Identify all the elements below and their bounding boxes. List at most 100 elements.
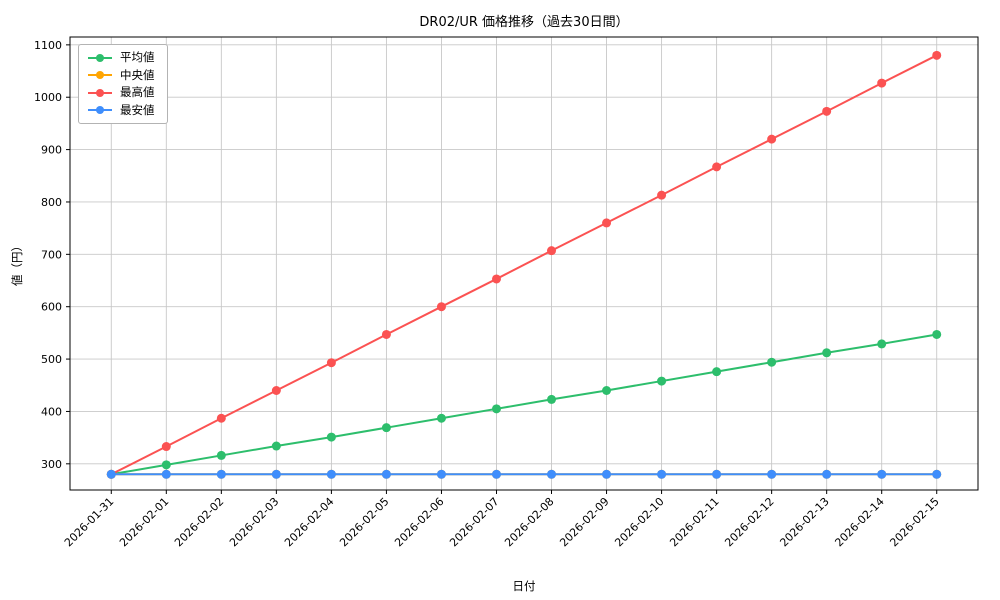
legend-dot-average (96, 53, 104, 62)
legend-marker-average (88, 53, 112, 62)
legend-item-median: 中央値 (88, 67, 155, 82)
x-axis-label: 日付 (512, 579, 536, 593)
legend-dot-median (96, 71, 104, 80)
series-average-marker (381, 423, 391, 433)
plot-background (70, 37, 978, 490)
series-max-marker (877, 78, 887, 88)
series-min-marker (106, 469, 116, 479)
series-average-marker (767, 357, 777, 367)
series-average-marker (491, 404, 501, 414)
legend: 平均値中央値最高値最安値 (78, 44, 168, 124)
tick-marks (66, 44, 938, 494)
svg-text:2026-02-14: 2026-02-14 (832, 495, 886, 549)
plot-border (69, 36, 979, 491)
series-average-marker (547, 394, 557, 404)
series-min-marker (216, 469, 226, 479)
series-average-marker (932, 329, 942, 339)
svg-text:700: 700 (41, 248, 62, 261)
series-average-marker (326, 432, 336, 442)
legend-item-min: 最安値 (88, 102, 155, 117)
series-min-marker (271, 469, 281, 479)
series-min-marker (657, 469, 667, 479)
svg-text:2026-02-15: 2026-02-15 (887, 495, 941, 549)
series-max-marker (216, 413, 226, 423)
y-axis-label: 値（円） (10, 240, 24, 286)
svg-text:2026-02-13: 2026-02-13 (777, 495, 831, 549)
series-max-marker (602, 218, 612, 228)
svg-text:2026-02-12: 2026-02-12 (722, 495, 776, 549)
series-min-marker (547, 469, 557, 479)
series-average-marker (602, 385, 612, 395)
svg-text:400: 400 (41, 405, 62, 418)
series-min-marker (712, 469, 722, 479)
series-average-marker (657, 376, 667, 386)
legend-marker-max (88, 88, 112, 97)
series-max-marker (932, 50, 942, 60)
svg-text:2026-02-02: 2026-02-02 (172, 495, 226, 549)
series-max-marker (381, 329, 391, 339)
svg-text:2026-02-01: 2026-02-01 (117, 495, 171, 549)
svg-text:2026-01-31: 2026-01-31 (62, 495, 116, 549)
legend-marker-median (88, 71, 112, 80)
legend-marker-min (88, 106, 112, 115)
svg-text:2026-02-11: 2026-02-11 (667, 495, 721, 549)
svg-text:2026-02-03: 2026-02-03 (227, 495, 281, 549)
series-average-marker (161, 460, 171, 470)
series-min-marker (326, 469, 336, 479)
series-max-marker (271, 385, 281, 395)
series-max-marker (161, 442, 171, 452)
legend-label-median: 中央値 (120, 67, 155, 82)
svg-text:2026-02-07: 2026-02-07 (447, 495, 501, 549)
legend-label-min: 最安値 (120, 102, 155, 117)
legend-label-average: 平均値 (120, 50, 155, 64)
series-min-marker (161, 469, 171, 479)
svg-text:500: 500 (41, 353, 62, 366)
legend-item-average: 平均値 (88, 50, 155, 64)
series-min-marker (602, 469, 612, 479)
svg-text:2026-02-09: 2026-02-09 (557, 495, 611, 549)
series-average-line (111, 333, 937, 476)
svg-text:1100: 1100 (34, 39, 62, 52)
chart-title: DR02/UR 価格推移（過去30日間） (419, 15, 629, 30)
legend-dot-max (96, 88, 104, 97)
series-average-marker (822, 348, 832, 358)
series-max-marker (436, 302, 446, 312)
svg-text:600: 600 (41, 301, 62, 314)
series-average-marker (877, 339, 887, 349)
legend-label-max: 最高値 (120, 85, 155, 99)
series-max-marker (547, 246, 557, 256)
series-max-marker (657, 190, 667, 200)
legend-item-max: 最高値 (88, 85, 155, 99)
series-max-marker (326, 358, 336, 368)
series-average-marker (271, 441, 281, 451)
series-min-marker (436, 469, 446, 479)
series-average-marker (216, 450, 226, 460)
series-average-marker (712, 367, 722, 377)
svg-text:2026-02-10: 2026-02-10 (612, 495, 666, 549)
series-average-marker (436, 413, 446, 423)
series-min-marker (491, 469, 501, 479)
x-tick-labels: 2026-01-31 2026-02-01 2026-02-02 2026-02-03… (62, 495, 942, 549)
series-min-marker (767, 469, 777, 479)
series-max-marker (767, 134, 777, 144)
svg-text:900: 900 (41, 144, 62, 157)
series-min-marker (822, 469, 832, 479)
svg-text:300: 300 (41, 458, 62, 471)
svg-text:2026-02-06: 2026-02-06 (392, 495, 446, 549)
y-tick-labels: 300 400 500 600 700 800 900 1000 1100 (34, 39, 62, 471)
series-min (106, 469, 942, 479)
series-max-marker (491, 274, 501, 284)
series-max-line (110, 54, 938, 476)
series-min-marker (381, 469, 391, 479)
svg-text:2026-02-04: 2026-02-04 (282, 495, 336, 549)
legend-dot-min (96, 106, 104, 115)
series-min-marker (932, 469, 942, 479)
series-max-marker (712, 162, 722, 172)
svg-text:800: 800 (41, 196, 62, 209)
series-max-marker (822, 106, 832, 116)
svg-text:1000: 1000 (34, 91, 62, 104)
series-min-marker (877, 469, 887, 479)
svg-text:2026-02-08: 2026-02-08 (502, 495, 556, 549)
